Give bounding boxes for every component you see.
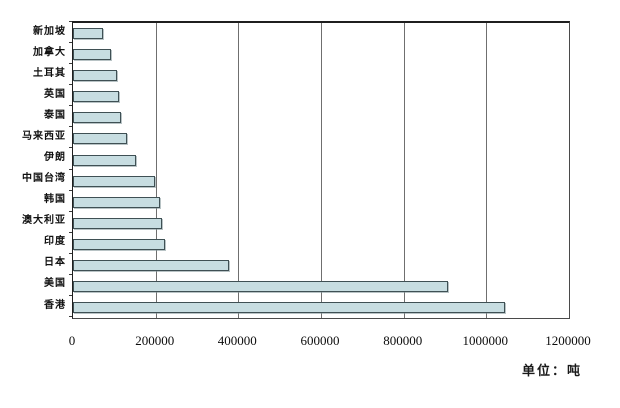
bar-日本 xyxy=(73,259,229,271)
bar-加拿大 xyxy=(73,49,111,61)
category-label: 香港 xyxy=(44,299,66,311)
gridline xyxy=(155,23,157,318)
category-label: 土耳其 xyxy=(33,67,66,79)
category-label: 中国台湾 xyxy=(22,173,66,184)
bar-美国 xyxy=(73,280,449,292)
gridline xyxy=(486,23,488,318)
category-label: 澳大利亚 xyxy=(22,215,66,227)
gridline xyxy=(403,23,405,318)
x-tick-label: 600000 xyxy=(300,333,340,348)
y-axis-tick xyxy=(69,231,72,233)
category-label: 马来西亚 xyxy=(22,130,66,142)
bar-土耳其 xyxy=(73,70,117,82)
bar-印度 xyxy=(73,238,165,250)
y-axis-tick xyxy=(69,189,72,191)
bar-英国 xyxy=(73,91,119,103)
y-axis-tick xyxy=(69,63,72,65)
y-axis-tick xyxy=(69,126,72,128)
x-tick-label: 200000 xyxy=(135,333,175,348)
y-axis-tick xyxy=(69,42,72,44)
category-label: 日本 xyxy=(44,257,66,269)
x-tick-label: 1000000 xyxy=(462,333,509,348)
bar-中国台湾 xyxy=(73,175,156,187)
bar-伊朗 xyxy=(73,154,137,166)
category-label: 印度 xyxy=(44,236,66,248)
category-label: 韩国 xyxy=(44,194,66,206)
y-axis-tick xyxy=(69,168,72,170)
y-axis-tick xyxy=(69,21,72,22)
x-tick-label: 1200000 xyxy=(545,333,591,348)
y-axis-tick xyxy=(69,105,72,107)
x-tick-label: 800000 xyxy=(383,333,423,348)
bar-香港 xyxy=(73,302,505,313)
category-label: 新加坡 xyxy=(33,25,66,37)
bar-韩国 xyxy=(73,196,160,208)
category-label: 英国 xyxy=(44,88,66,100)
gridline xyxy=(321,23,322,318)
category-label: 伊朗 xyxy=(44,152,66,163)
y-axis-tick xyxy=(69,84,72,86)
category-label: 加拿大 xyxy=(33,46,66,58)
y-axis-tick xyxy=(69,147,72,149)
y-axis-tick xyxy=(69,210,72,212)
y-axis-tick xyxy=(69,294,72,296)
y-axis-tick xyxy=(69,316,72,317)
unit-label: 单位：吨 xyxy=(521,363,582,378)
bar-泰国 xyxy=(73,112,121,124)
bar-新加坡 xyxy=(73,28,104,39)
category-label: 泰国 xyxy=(44,109,66,121)
gridline xyxy=(238,23,240,318)
x-tick-label: 400000 xyxy=(217,333,257,348)
category-label: 美国 xyxy=(44,278,66,290)
plot-area xyxy=(72,21,570,319)
bar-澳大利亚 xyxy=(73,217,162,229)
bar-马来西亚 xyxy=(73,133,128,145)
x-tick-label: 0 xyxy=(68,333,76,348)
y-axis-tick xyxy=(69,273,72,275)
y-axis-tick xyxy=(69,252,72,254)
